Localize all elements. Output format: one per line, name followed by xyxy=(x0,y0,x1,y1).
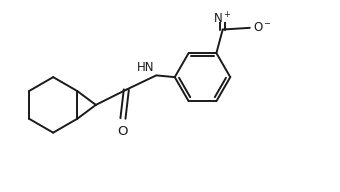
Text: O: O xyxy=(218,0,228,1)
Text: O$^-$: O$^-$ xyxy=(253,21,272,34)
Text: N$^+$: N$^+$ xyxy=(214,12,232,27)
Text: HN: HN xyxy=(137,61,154,74)
Text: O: O xyxy=(118,125,128,137)
